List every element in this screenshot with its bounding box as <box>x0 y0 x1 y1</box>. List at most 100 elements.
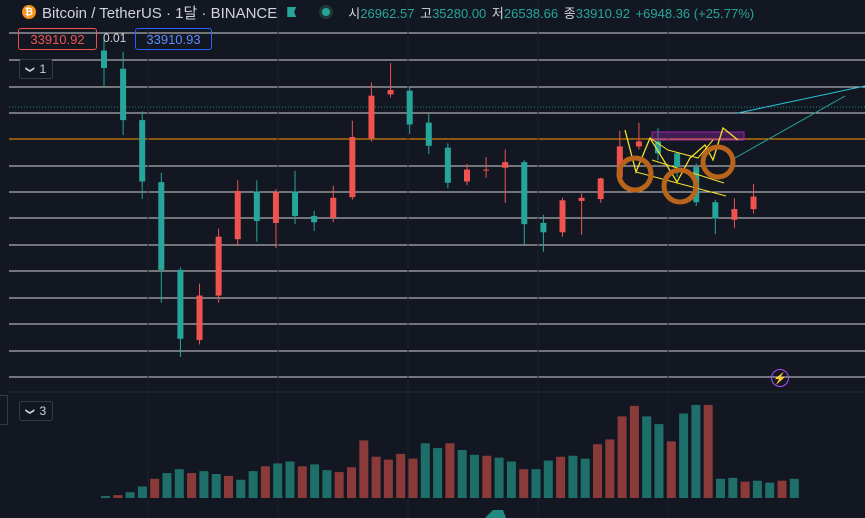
highlight-circle-3[interactable] <box>700 144 736 180</box>
candle-body <box>406 90 413 125</box>
symbol-title[interactable]: Bitcoin / TetherUS · 1달 · BINANCE <box>42 4 278 22</box>
volume-bar <box>605 439 615 498</box>
low-label: 저 <box>491 5 504 21</box>
candle-body <box>712 202 719 219</box>
volume-bar <box>371 456 381 498</box>
volume-bar <box>654 424 664 498</box>
candle-body <box>521 162 528 225</box>
candle-body <box>196 295 203 341</box>
volume-bar <box>101 496 110 498</box>
volume-bar <box>543 460 553 498</box>
candle-body <box>674 153 681 168</box>
volume-bar <box>433 448 443 498</box>
price-pane-collapse-button[interactable]: ❯ 1 <box>19 59 54 79</box>
volume-bar <box>642 416 652 498</box>
pane-separator-handle[interactable] <box>0 395 8 425</box>
sell-button[interactable]: 33910.92 <box>18 28 97 50</box>
market-status-icon[interactable] <box>322 8 331 16</box>
channel-lower-trendline[interactable] <box>734 95 846 159</box>
volume-bar <box>593 444 602 498</box>
candle-body <box>234 190 241 240</box>
volume-bar <box>334 472 344 498</box>
volume-bar <box>273 463 283 498</box>
volume-bar <box>174 469 184 498</box>
low-value: 26538.66 <box>503 5 559 21</box>
volume-bar <box>285 461 295 498</box>
candle-body <box>502 162 509 168</box>
chevron-down-icon: ❯ <box>25 65 36 73</box>
volume-bar <box>519 469 529 498</box>
volume-bar <box>494 457 504 498</box>
candle-body <box>387 90 394 95</box>
high-label: 고 <box>420 5 433 21</box>
volume-bar <box>224 475 233 498</box>
highlight-circle-1[interactable] <box>616 155 654 193</box>
candle-body <box>215 236 222 296</box>
candle-body <box>425 122 432 146</box>
volume-pane-collapse-button[interactable]: ❯ 3 <box>19 401 54 421</box>
volume-bar <box>716 478 725 498</box>
candle-body <box>292 191 299 216</box>
volume-bar <box>396 453 406 498</box>
bolt-icon[interactable]: ⚡ <box>771 369 789 387</box>
zigzag-pattern-2[interactable] <box>649 137 714 159</box>
spread-value: 0.01 <box>103 31 127 45</box>
candle-body <box>483 169 490 171</box>
volume-bar <box>703 404 713 498</box>
marker-shape <box>485 510 506 518</box>
candle-body <box>139 120 146 182</box>
volume-pane-indicator-count: 3 <box>39 404 47 418</box>
volume-bar <box>248 471 258 498</box>
candle-body <box>731 209 738 220</box>
change-value: +6948.36 (+25.77%) <box>635 5 755 21</box>
volume-bar <box>482 455 492 498</box>
volume-bar <box>556 456 566 498</box>
volume-bar <box>568 455 578 498</box>
chevron-down-icon: ❯ <box>25 407 36 415</box>
volume-bar <box>236 479 246 498</box>
channel-upper-trendline[interactable] <box>737 85 865 114</box>
bitcoin-icon: ₿ <box>22 5 36 19</box>
volume-bar <box>580 458 590 498</box>
candle-body <box>655 141 662 154</box>
candle-body <box>177 269 184 339</box>
symbol-header: ₿ Bitcoin / TetherUS · 1달 · BINANCE 시269… <box>0 0 865 24</box>
volume-bar <box>457 450 467 498</box>
candle-body <box>597 178 604 200</box>
volume-bar <box>506 461 516 498</box>
volume-bar <box>297 466 307 498</box>
buy-button[interactable]: 33910.93 <box>135 28 212 50</box>
volume-bar <box>347 467 356 498</box>
volume-bar <box>260 466 270 498</box>
volume-bar <box>199 471 209 498</box>
candle-body <box>101 50 107 69</box>
purple-zone-box[interactable] <box>651 131 745 141</box>
volume-bar <box>187 473 197 498</box>
volume-bar <box>765 482 775 498</box>
volume-bar <box>125 492 135 498</box>
highlight-circle-2[interactable] <box>661 167 699 205</box>
candle-body <box>311 215 318 223</box>
volume-bar <box>310 464 320 498</box>
volume-bar <box>445 443 455 498</box>
flag-icon[interactable] <box>287 7 297 17</box>
candle-body <box>559 200 566 233</box>
candle-body <box>349 137 356 198</box>
volume-bar <box>420 443 430 498</box>
candle-body <box>463 169 470 182</box>
candle-body <box>540 222 547 233</box>
candle-body <box>750 196 757 210</box>
candle-body <box>578 197 585 201</box>
open-value: 26962.57 <box>360 5 415 21</box>
candle-body <box>368 95 375 139</box>
candle-body <box>253 191 260 222</box>
candle-body <box>444 147 451 183</box>
volume-bar <box>137 486 147 498</box>
ohlc-values: 시26962.57 고35280.00 저26538.66 종33910.92 … <box>348 3 756 22</box>
volume-bar <box>691 404 701 498</box>
